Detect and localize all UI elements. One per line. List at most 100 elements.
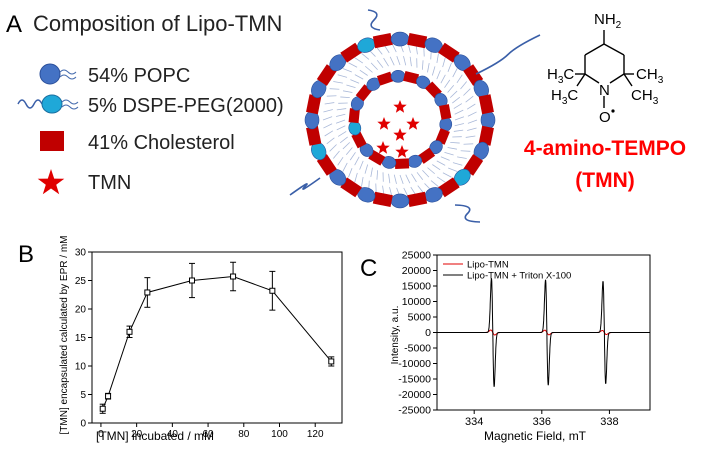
lipid-tail <box>389 174 390 183</box>
lipid-tail <box>443 58 446 67</box>
lipid-tail <box>428 63 430 72</box>
x-tick-label: 100 <box>271 429 288 440</box>
y-tick-label: 20 <box>75 305 87 316</box>
lipid-tail <box>437 161 445 165</box>
y-tick-label: 5 <box>80 390 86 401</box>
y-tick-label: 10000 <box>402 296 431 308</box>
lipid-tail <box>418 186 424 194</box>
lipid-tail <box>390 57 394 66</box>
peg-chain <box>476 35 540 74</box>
lipid-tail <box>346 85 355 88</box>
lipid-tail <box>432 164 440 169</box>
lipid-tail <box>444 80 449 88</box>
lipid-tail-icon <box>60 70 76 79</box>
lipid-tail <box>355 173 358 182</box>
y-tick-label: 10 <box>75 362 87 373</box>
legend-label-dspe-peg: 5% DSPE-PEG(2000) <box>88 95 284 117</box>
lipid-tail <box>330 89 340 90</box>
lipid-tail <box>453 68 457 77</box>
lipid-tail <box>448 168 457 172</box>
phospholipid-headgroup <box>391 32 409 46</box>
peg-chain <box>290 178 320 195</box>
cholesterol-molecule <box>407 33 427 48</box>
lipid-tail <box>327 138 335 144</box>
panel-b-xlabel: [TMN] incubated / mM <box>96 429 214 443</box>
lipid-tail <box>448 85 454 92</box>
methyl-label-3: H3C <box>551 87 578 107</box>
lipid-tail <box>450 142 459 143</box>
y-tick-label: 25 <box>75 276 87 287</box>
legend-item-cholesterol: 41% Cholesterol <box>40 131 235 154</box>
lipid-tail <box>417 172 423 179</box>
lipid-tail <box>432 66 435 75</box>
panel-c-ylabel: Intensity, a.u. <box>390 306 401 365</box>
lipid-tail <box>350 152 355 160</box>
legend-label-cholesterol: 41% Cholesterol <box>88 132 235 154</box>
lipid-tail <box>457 157 467 159</box>
lipid-tail <box>337 126 346 130</box>
lipid-tail <box>452 97 459 103</box>
panel-b-label: B <box>18 241 34 268</box>
lipid-tail <box>444 152 453 155</box>
data-point <box>127 329 132 334</box>
y-tick-label: 15000 <box>402 281 431 293</box>
data-point <box>270 288 275 293</box>
legend-label-popc: 54% POPC <box>88 65 190 87</box>
methyl-label-2: CH3 <box>636 66 664 86</box>
lipid-tail <box>336 114 345 116</box>
popc-lipid-icon <box>40 64 60 84</box>
peg-chain <box>368 10 380 30</box>
lipid-tail <box>355 75 363 79</box>
lipid-tail <box>428 168 435 174</box>
lipid-tail <box>330 145 337 152</box>
lipid-tail <box>461 151 471 152</box>
lipid-tail <box>454 104 462 109</box>
lipid-tail <box>348 63 357 67</box>
lipid-tail <box>343 163 347 172</box>
lipid-tail <box>466 96 474 102</box>
peg-chain-icon <box>18 100 42 108</box>
lipid-tail <box>362 177 364 187</box>
lipid-tail <box>343 68 352 72</box>
lipid-tail <box>355 58 363 63</box>
lipid-tail <box>350 80 359 84</box>
tmn-star <box>376 141 389 154</box>
lipid-tail <box>411 174 416 182</box>
cholesterol-molecule <box>373 192 393 207</box>
liposome-diagram <box>290 10 540 222</box>
spectrum-line <box>437 278 650 387</box>
lipid-tail <box>338 75 347 78</box>
methyl-label-1: H3C <box>547 66 574 86</box>
lipid-tail <box>463 89 470 96</box>
data-point <box>106 394 111 399</box>
lipid-tail <box>453 163 462 166</box>
data-point <box>190 278 195 283</box>
panel-b-ylabel: [TMN] encapsulated calculated by EPR / m… <box>59 236 70 435</box>
data-point <box>100 406 105 411</box>
lipid-tail <box>343 91 352 93</box>
lipid-tail <box>410 57 411 66</box>
panel-a: A Composition of Lipo-TMN 54% POPC 5% DS… <box>6 10 686 222</box>
lipid-tail <box>437 70 441 79</box>
lipid-tail <box>437 53 439 63</box>
lipid-tail <box>394 175 396 184</box>
lipid-tail <box>461 82 467 89</box>
molecule-name: 4-amino-TEMPO <box>524 137 686 160</box>
lipid-tail <box>455 110 464 114</box>
star-icon <box>38 169 65 194</box>
panel-a-title: Composition of Lipo-TMN <box>33 11 282 36</box>
composition-legend: 54% POPC 5% DSPE-PEG(2000) 41% Cholester… <box>18 64 284 194</box>
lipid-tail <box>422 170 429 177</box>
peg-chain <box>455 205 480 222</box>
lipid-tail <box>325 103 335 104</box>
legend-label: Lipo-TMN <box>467 260 509 271</box>
data-point <box>329 359 334 364</box>
y-tick-label: 0 <box>80 419 86 430</box>
molecule-abbreviation: (TMN) <box>575 169 634 192</box>
oxygen-radical-label: O <box>599 109 611 126</box>
x-tick-label: 336 <box>533 416 551 428</box>
lipid-tail <box>450 91 457 98</box>
